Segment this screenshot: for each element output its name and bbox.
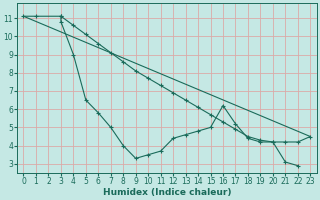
X-axis label: Humidex (Indice chaleur): Humidex (Indice chaleur)	[103, 188, 231, 197]
